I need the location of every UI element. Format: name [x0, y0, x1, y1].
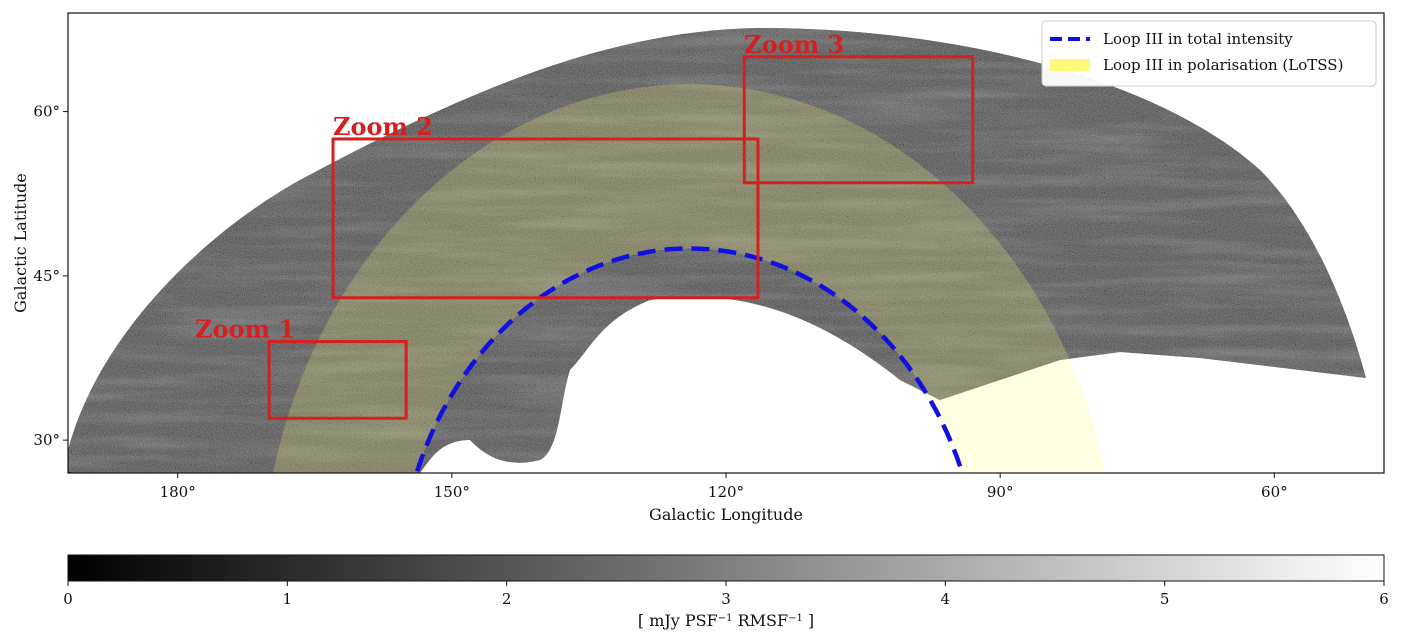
y-tick-label: 30° — [33, 431, 60, 449]
x-axis-label: Galactic Longitude — [649, 505, 803, 524]
colorbar-tick-label: 1 — [283, 590, 293, 608]
colorbar-ticks: 0 1 2 3 4 5 6 — [63, 581, 1389, 608]
zoom-label-3: Zoom 3 — [744, 30, 844, 59]
zoom-label-1: Zoom 1 — [195, 315, 295, 344]
colorbar-tick-label: 4 — [941, 590, 951, 608]
legend-label-polarisation: Loop III in polarisation (LoTSS) — [1103, 56, 1343, 74]
colorbar-tick-label: 0 — [63, 590, 73, 608]
legend: Loop III in total intensity Loop III in … — [1041, 20, 1377, 87]
x-tick-label: 60° — [1261, 483, 1288, 501]
colorbar-tick-label: 3 — [721, 590, 731, 608]
zoom-labels: Zoom 1 Zoom 2 Zoom 3 — [195, 30, 844, 344]
map-image — [68, 13, 1384, 473]
x-tick-label: 150° — [434, 483, 470, 501]
zoom-box-3 — [742, 55, 975, 185]
colorbar-tick-label: 5 — [1160, 590, 1170, 608]
legend-label-total-intensity: Loop III in total intensity — [1103, 30, 1293, 48]
x-axis-ticks: 180° 150° 120° 90° 60° — [160, 473, 1288, 501]
zoom-box-1 — [267, 340, 408, 420]
colorbar-tick-label: 2 — [502, 590, 512, 608]
colorbar-label: [ mJy PSF−1 RMSF−1 ] — [638, 611, 814, 630]
y-axis-ticks: 60° 45° 30° — [33, 103, 68, 449]
y-axis-label: Galactic Latitude — [11, 173, 30, 313]
x-tick-label: 180° — [160, 483, 196, 501]
legend-fill-swatch — [1050, 59, 1090, 71]
zoom-boxes — [267, 55, 975, 420]
x-tick-label: 120° — [708, 483, 744, 501]
colorbar-gradient — [67, 554, 1385, 582]
y-tick-label: 45° — [33, 267, 60, 285]
colorbar-tick-label: 6 — [1379, 590, 1389, 608]
colorbar: 0 1 2 3 4 5 6 [ mJy PSF−1 RMSF−1 ] — [63, 554, 1389, 630]
zoom-box-2 — [331, 137, 760, 300]
y-tick-label: 60° — [33, 103, 60, 121]
zoom-label-2: Zoom 2 — [333, 112, 433, 141]
x-tick-label: 90° — [987, 483, 1014, 501]
